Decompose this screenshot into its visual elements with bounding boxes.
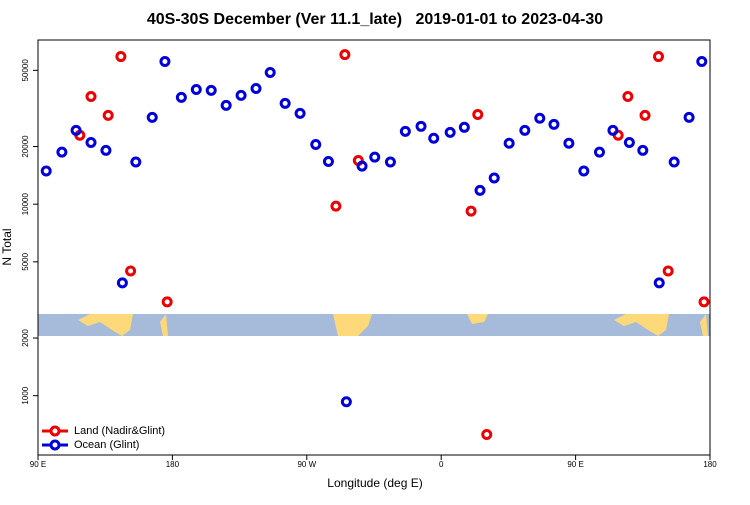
point	[668, 156, 680, 168]
point	[444, 126, 456, 138]
map-band	[38, 314, 710, 336]
legend-label: Land (Nadir&Glint)	[74, 425, 165, 437]
point	[70, 124, 82, 136]
point	[125, 265, 137, 277]
point	[593, 146, 605, 158]
point	[130, 156, 142, 168]
point	[220, 99, 232, 111]
point	[205, 84, 217, 96]
x-tick-label: 180	[703, 460, 717, 469]
point	[310, 138, 322, 150]
point	[472, 108, 484, 120]
x-tick-label: 180	[166, 460, 180, 469]
point	[159, 55, 171, 67]
point	[652, 51, 664, 63]
point	[339, 49, 351, 61]
point	[683, 111, 695, 123]
point	[384, 156, 396, 168]
point	[100, 144, 112, 156]
point	[481, 428, 493, 440]
point	[519, 124, 531, 136]
point	[698, 296, 710, 308]
point	[279, 97, 291, 109]
point	[458, 121, 470, 133]
y-tick-label: 50000	[21, 59, 30, 82]
point	[330, 200, 342, 212]
point	[161, 296, 173, 308]
point	[623, 136, 635, 148]
y-tick-label: 1000	[21, 386, 30, 404]
point	[102, 109, 114, 121]
x-axis-label: Longitude (deg E)	[327, 476, 422, 490]
chart-title: 40S-30S December (Ver 11.1_late) 2019-01…	[147, 11, 603, 28]
point	[488, 172, 500, 184]
x-tick-label: 0	[439, 460, 444, 469]
y-axis-label: N Total	[0, 228, 14, 265]
point	[190, 84, 202, 96]
x-tick-label: 90 E	[30, 460, 46, 469]
point	[322, 156, 334, 168]
point	[264, 67, 276, 79]
point	[415, 120, 427, 132]
point	[85, 136, 97, 148]
x-tick-label: 90 E	[567, 460, 583, 469]
point	[250, 82, 262, 94]
point	[116, 277, 128, 289]
point	[578, 165, 590, 177]
y-tick-label: 20000	[21, 135, 30, 158]
x-tick-label: 90 W	[297, 460, 316, 469]
point	[235, 89, 247, 101]
point	[622, 90, 634, 102]
point	[175, 91, 187, 103]
point	[503, 137, 515, 149]
point	[146, 111, 158, 123]
point	[696, 55, 708, 67]
point	[465, 205, 477, 217]
point	[637, 144, 649, 156]
legend-marker	[49, 425, 61, 437]
y-tick-label: 5000	[21, 252, 30, 270]
point	[653, 277, 665, 289]
point	[399, 125, 411, 137]
point	[548, 118, 560, 130]
point	[639, 109, 651, 121]
point	[474, 184, 486, 196]
point	[607, 124, 619, 136]
plot-frame	[37, 39, 711, 456]
point	[115, 51, 127, 63]
legend-marker	[49, 439, 61, 451]
point	[356, 160, 368, 172]
point	[56, 146, 68, 158]
point	[40, 165, 52, 177]
point	[428, 132, 440, 144]
point	[369, 151, 381, 163]
y-tick-label: 10000	[21, 193, 30, 216]
point	[662, 265, 674, 277]
point	[563, 137, 575, 149]
point	[85, 90, 97, 102]
point	[534, 112, 546, 124]
y-tick-label: 2000	[21, 329, 30, 347]
point	[340, 396, 352, 408]
legend-label: Ocean (Glint)	[74, 439, 139, 451]
point	[294, 107, 306, 119]
